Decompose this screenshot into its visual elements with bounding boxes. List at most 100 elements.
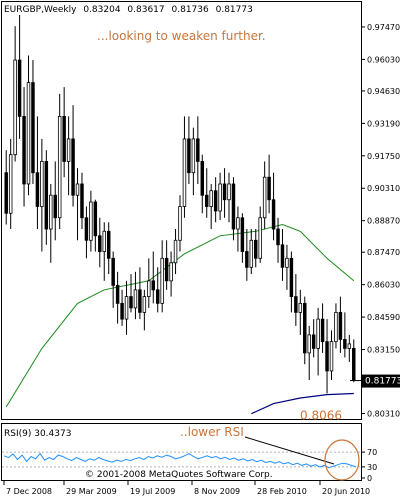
candle-body — [111, 257, 115, 286]
candle-body — [98, 235, 102, 252]
rsi-highlight-circle — [324, 439, 360, 481]
last-price-label: 0.81773 — [365, 377, 400, 387]
candle-body — [262, 176, 267, 219]
price-tick-label: 0.87470 — [367, 248, 400, 257]
candle-body — [325, 341, 329, 372]
rsi-title: RSI(9) 30.4373 — [4, 429, 71, 439]
price-tick-label: 0.84590 — [367, 313, 400, 322]
candle-body — [303, 302, 307, 354]
candle-body — [334, 311, 338, 343]
candle-body — [249, 239, 254, 268]
candle-body — [276, 228, 280, 246]
candle-body — [222, 183, 227, 201]
level-annotation: 0.8066 — [300, 409, 342, 423]
lower-curve-layer — [251, 392, 354, 415]
candle-body — [343, 339, 347, 349]
candle-body — [115, 284, 120, 304]
time-tick-label: 20 Jun 2010 — [322, 487, 370, 496]
candle-body — [204, 194, 209, 207]
candle-body — [89, 201, 93, 241]
ohlc-close: 0.81773 — [216, 5, 253, 15]
rsi-tick-label: 30 — [367, 463, 377, 472]
price-tick-label: 0.94630 — [367, 87, 400, 96]
price-tick-label: 0.93190 — [367, 119, 400, 128]
last-price-box — [362, 374, 400, 388]
candle-body — [124, 296, 129, 320]
time-tick-label: 29 Mar 2009 — [66, 487, 117, 496]
chart-title: EURGBP,Weekly 0.83204 0.83617 0.81736 0.… — [4, 5, 253, 15]
candle-body — [178, 206, 182, 241]
price-tick-label: 0.96030 — [367, 55, 400, 64]
candle-body — [160, 257, 164, 304]
candle-body — [200, 161, 205, 196]
rsi-annotation: ..lower RSI — [180, 425, 244, 439]
candle-body — [173, 239, 178, 264]
price-tick-label: 0.86030 — [367, 281, 400, 290]
candle-body — [133, 289, 138, 309]
candle-body — [164, 257, 169, 282]
candle-body — [106, 230, 111, 259]
candle-body — [289, 257, 294, 298]
candle-body — [218, 183, 222, 212]
candle-body — [13, 59, 17, 156]
candle-body — [316, 318, 320, 349]
candle-body — [307, 334, 311, 354]
candle-body — [129, 296, 133, 309]
candle-body — [80, 183, 84, 219]
candle-body — [347, 343, 352, 349]
price-tick-label: 0.83150 — [367, 346, 400, 355]
rsi-layer — [2, 451, 361, 469]
ohlc-high: 0.83617 — [127, 5, 164, 15]
moving-average-line — [5, 223, 355, 408]
moving-average-layer — [5, 223, 355, 408]
copyright-watermark: © 2001-2008 MetaQuotes Software Corp. — [85, 470, 273, 480]
candle-body — [71, 138, 75, 196]
lower-curve-line — [251, 392, 354, 415]
price-axis: 0.97470 0.96030 0.94630 0.93190 0.91750 0.903… — [361, 23, 400, 419]
time-tick-label: 19 Jul 2009 — [130, 487, 175, 496]
candle-body — [320, 318, 325, 343]
candle-body — [17, 59, 22, 117]
candle-body — [155, 289, 160, 304]
ohlc-open: 0.83204 — [83, 5, 120, 15]
candle-body — [8, 154, 13, 214]
candle-body — [57, 115, 62, 219]
candle-body — [102, 230, 106, 252]
candle-body — [169, 262, 173, 282]
candle-body — [236, 217, 240, 230]
candles-layer — [4, 15, 356, 394]
candle-body — [93, 201, 98, 237]
price-tick-label: 0.97470 — [367, 23, 400, 32]
candle-body — [147, 280, 151, 298]
rsi-axis: 70 30 0 — [361, 448, 377, 483]
candle-body — [209, 190, 213, 207]
candle-body — [271, 199, 276, 230]
candle-body — [227, 183, 231, 201]
candle-body — [26, 82, 31, 185]
rsi-tick-label: 0 — [367, 474, 372, 483]
candle-body — [267, 176, 271, 201]
candle-body — [254, 239, 258, 259]
candle-body — [231, 183, 236, 230]
time-tick-label: 7 Dec 2008 — [6, 487, 52, 496]
candle-body — [240, 217, 245, 252]
time-axis: 7 Dec 2008 29 Mar 2009 19 Jul 2009 8 Nov 20… — [3, 481, 370, 496]
candle-body — [258, 217, 262, 259]
candle-body — [311, 334, 316, 349]
candle-body — [280, 244, 285, 268]
rsi-line — [3, 452, 357, 469]
candle-body — [187, 138, 191, 174]
candle-body — [182, 138, 187, 207]
candle-body — [40, 161, 44, 207]
candle-body — [151, 280, 156, 291]
time-tick-label: 8 Nov 2009 — [194, 487, 240, 496]
candle-body — [213, 190, 218, 212]
candle-body — [22, 115, 26, 185]
candle-body — [84, 217, 89, 241]
price-tick-label: 0.88870 — [367, 217, 400, 226]
candle-body — [62, 115, 66, 162]
candle-body — [120, 302, 124, 320]
candle-body — [285, 257, 289, 268]
